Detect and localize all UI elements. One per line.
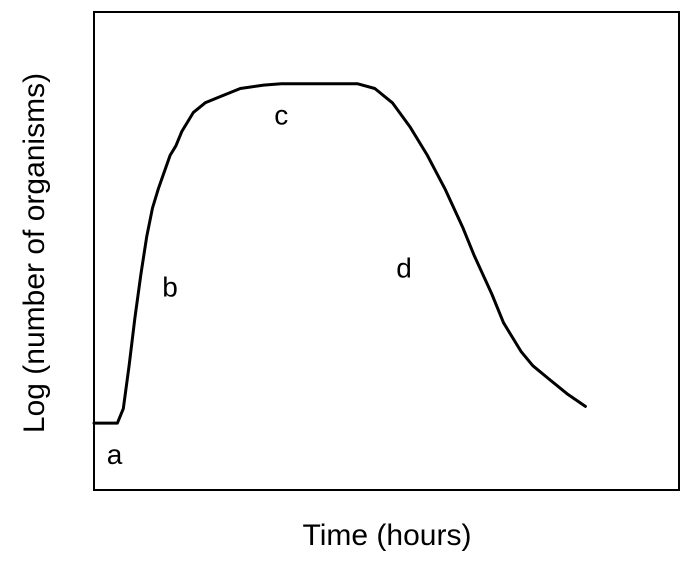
plot-frame — [93, 11, 680, 491]
x-axis-label: Time (hours) — [303, 519, 472, 552]
y-axis-label: Log (number of organisms) — [18, 73, 51, 433]
phase-label-c: c — [274, 100, 288, 131]
phase-label-b: b — [162, 272, 178, 303]
phase-label-d: d — [396, 252, 412, 283]
plot-layer: a b c d — [92, 82, 587, 470]
growth-curve-line — [92, 82, 587, 425]
phase-label-a: a — [107, 439, 123, 470]
